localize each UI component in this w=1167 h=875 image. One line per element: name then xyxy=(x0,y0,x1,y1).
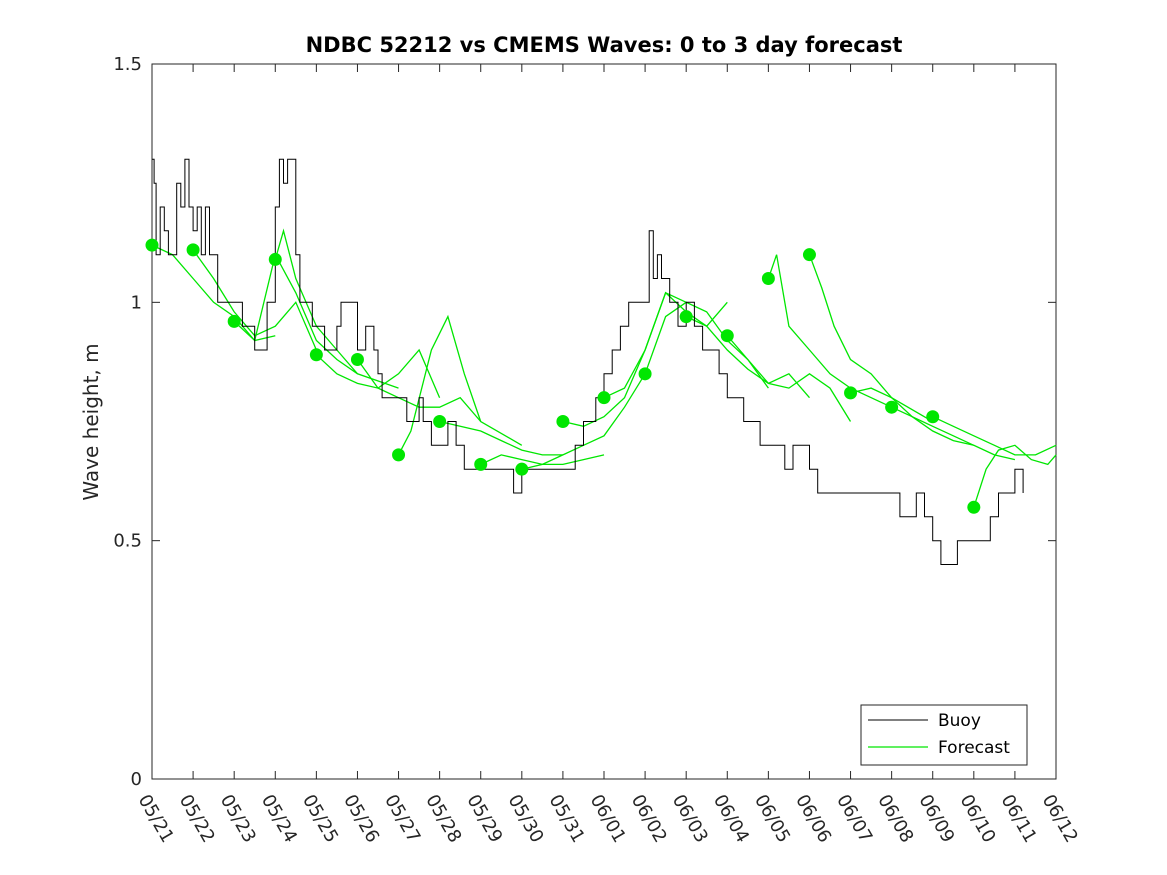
x-tick-label: 05/30 xyxy=(503,791,547,846)
forecast-init-point xyxy=(679,310,693,324)
forecast-init-point xyxy=(761,272,775,285)
x-tick-label: 06/05 xyxy=(750,791,794,846)
x-tick-label: 06/06 xyxy=(791,791,835,846)
forecast-run-line xyxy=(397,314,523,456)
chart-title: NDBC 52212 vs CMEMS Waves: 0 to 3 day fo… xyxy=(306,33,903,57)
x-tick-label: 06/04 xyxy=(709,791,753,846)
forecast-run-line xyxy=(767,254,892,408)
legend-forecast-label: Forecast xyxy=(938,738,1010,758)
forecast-run-line xyxy=(151,244,276,342)
x-tick-label: 06/02 xyxy=(627,791,671,846)
forecast-init-point xyxy=(926,410,940,424)
forecast-init-point xyxy=(186,243,200,257)
x-tick-label: 05/21 xyxy=(134,791,178,846)
forecast-init-point xyxy=(597,391,611,405)
x-tick-label: 05/31 xyxy=(545,791,589,846)
x-tick-label: 05/22 xyxy=(175,791,219,846)
forecast-run-line xyxy=(932,416,1057,456)
legend-box xyxy=(860,704,1028,766)
x-tick-label: 05/29 xyxy=(462,791,506,846)
y-tick-label: 0 xyxy=(131,769,142,790)
x-tick-label: 05/26 xyxy=(339,791,383,846)
forecast-init-point xyxy=(392,448,406,462)
x-tick-label: 05/25 xyxy=(298,791,342,846)
forecast-init-point xyxy=(638,367,652,381)
forecast-run-line xyxy=(685,316,810,399)
x-tick-label: 06/12 xyxy=(1038,791,1082,846)
x-tick-label: 06/07 xyxy=(832,791,876,846)
forecast-init-point xyxy=(350,353,364,367)
y-tick-label: 1 xyxy=(131,292,142,313)
forecast-run-line xyxy=(891,406,1016,461)
forecast-init-point xyxy=(802,248,816,262)
forecast-init-point xyxy=(967,500,981,514)
forecast-run-line xyxy=(726,335,852,422)
forecast-init-point xyxy=(844,386,858,400)
forecast-run-line xyxy=(233,252,358,375)
x-tick-label: 06/08 xyxy=(873,791,917,846)
forecast-init-point xyxy=(309,348,323,362)
x-tick-label: 06/10 xyxy=(955,791,999,846)
legend-buoy-label: Buoy xyxy=(938,711,981,731)
x-tick-label: 06/09 xyxy=(914,791,958,846)
x-tick-label: 06/11 xyxy=(997,791,1041,846)
forecast-run-line xyxy=(808,254,934,423)
y-tick-label: 0.5 xyxy=(113,531,142,552)
x-tick-label: 05/23 xyxy=(216,791,260,846)
forecast-init-point xyxy=(720,329,734,343)
forecast-run-line xyxy=(480,454,605,466)
x-tick-label: 05/27 xyxy=(380,791,424,846)
forecast-init-point xyxy=(556,415,570,428)
forecast-init-point xyxy=(145,238,159,252)
y-tick-label: 1.5 xyxy=(113,54,142,75)
legend: Buoy Forecast xyxy=(860,704,1028,766)
forecast-init-point xyxy=(474,457,488,471)
forecast-run-line xyxy=(973,444,1057,508)
forecast-init-point xyxy=(885,400,899,414)
buoy-line xyxy=(152,158,1024,565)
forecast-init-point xyxy=(515,462,529,476)
x-tick-label: 06/03 xyxy=(668,791,712,846)
forecast-init-point xyxy=(227,314,241,328)
x-tick-label: 05/24 xyxy=(257,791,301,846)
forecast-run-line xyxy=(439,420,563,456)
y-axis-label: Wave height, m xyxy=(79,343,103,500)
x-tick-label: 06/01 xyxy=(586,791,630,846)
forecast-run-line xyxy=(603,291,728,399)
forecast-init-point xyxy=(433,415,447,428)
forecast-init-point xyxy=(268,252,282,266)
forecast-run-line xyxy=(644,301,769,389)
forecast-run-line xyxy=(274,228,399,389)
x-tick-label: 05/28 xyxy=(421,791,465,846)
